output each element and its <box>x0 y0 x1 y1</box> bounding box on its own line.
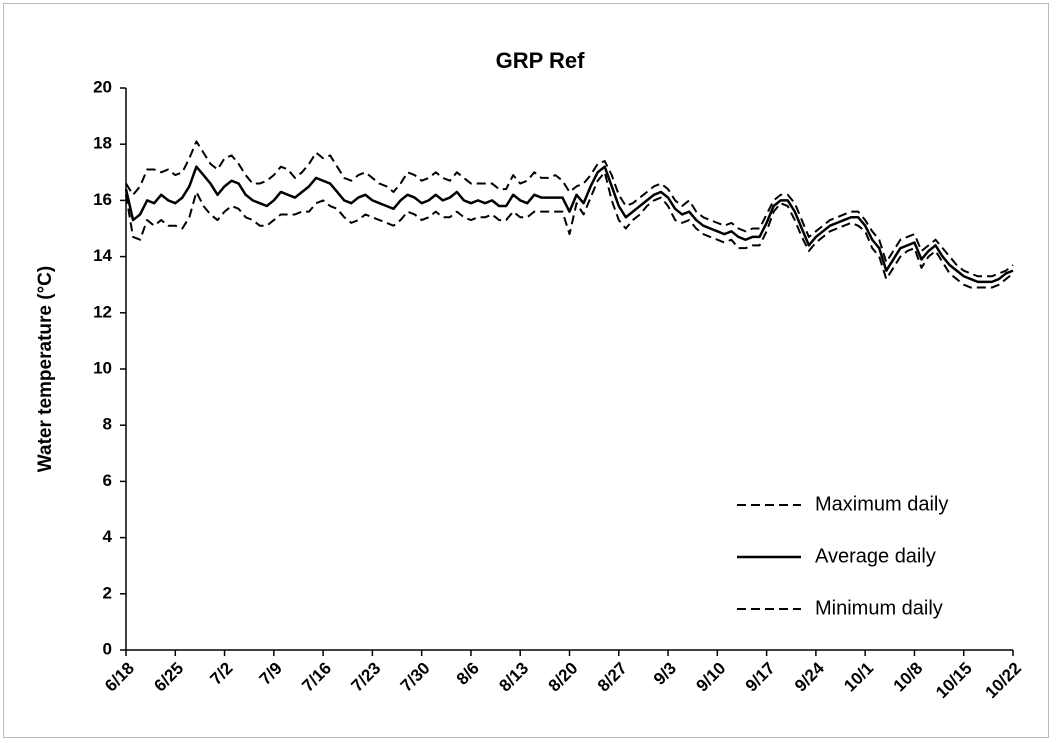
series-line <box>124 165 1014 284</box>
y-tick-label: 0 <box>103 639 112 658</box>
legend-label: Maximum daily <box>815 493 948 515</box>
y-tick-label: 2 <box>103 583 112 602</box>
y-tick-label: 16 <box>93 190 112 209</box>
legend-label: Average daily <box>815 545 936 567</box>
y-tick-label: 4 <box>103 527 113 546</box>
chart-border <box>3 3 1049 738</box>
y-tick-label: 14 <box>93 246 112 265</box>
chart-title: GRP Ref <box>496 48 586 73</box>
y-tick-label: 10 <box>93 358 112 377</box>
y-axis-label: Water temperature (°C) <box>35 266 56 472</box>
y-tick-label: 12 <box>93 302 112 321</box>
y-tick-label: 6 <box>103 471 112 490</box>
series-line <box>125 140 1014 278</box>
legend-label: Minimum daily <box>815 597 943 619</box>
y-tick-label: 8 <box>103 415 112 434</box>
series-line <box>125 171 1014 289</box>
y-tick-label: 18 <box>93 134 112 153</box>
y-tick-label: 20 <box>93 77 112 96</box>
